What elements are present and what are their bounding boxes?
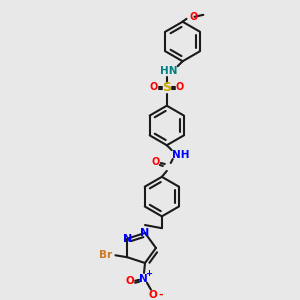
Text: N: N [140,228,150,238]
Text: N: N [123,234,132,244]
Text: O: O [148,290,157,300]
Text: O: O [126,276,135,286]
Text: -: - [158,290,163,300]
Text: Br: Br [99,250,112,260]
Text: O: O [152,157,160,167]
Text: +: + [146,269,152,278]
Text: O: O [176,82,184,92]
Text: N: N [139,274,147,284]
Text: O: O [150,82,158,92]
Text: NH: NH [172,150,189,160]
Text: HN: HN [160,66,178,76]
Text: O: O [190,12,198,22]
Text: S: S [162,81,171,94]
